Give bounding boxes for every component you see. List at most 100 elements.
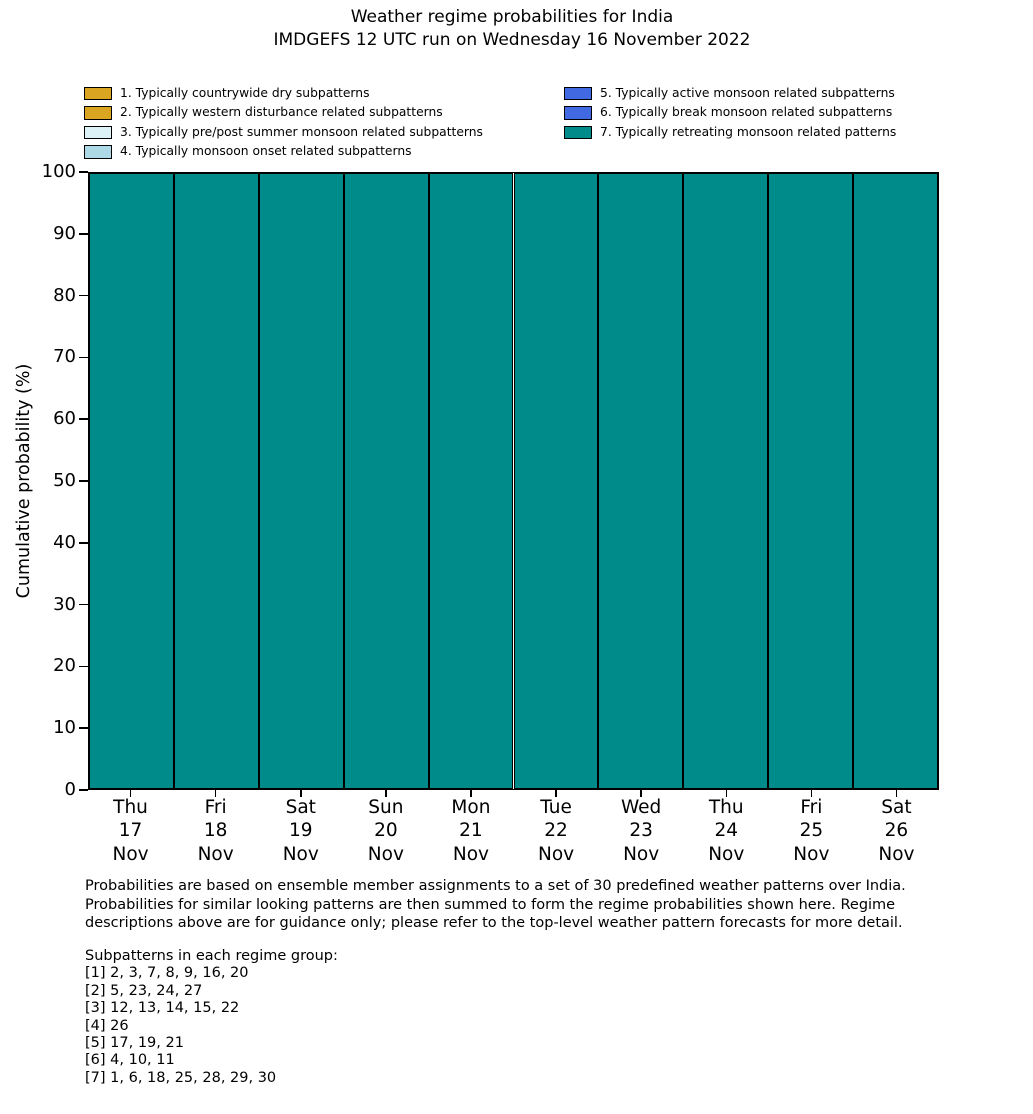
x-tick-mark xyxy=(895,790,898,797)
legend-column-left: 1. Typically countrywide dry subpatterns… xyxy=(84,86,483,165)
x-tick-mark xyxy=(129,790,132,797)
y-tick-label: 90 xyxy=(53,222,76,244)
legend-swatch-icon xyxy=(84,87,112,101)
x-tick-date: 20 xyxy=(374,820,398,842)
x-tick-day: Fri xyxy=(800,797,823,818)
x-tick-label: Fri 18 Nov xyxy=(171,796,261,866)
stacked-bar xyxy=(89,173,174,789)
y-tick-label: 70 xyxy=(53,346,76,368)
x-tick-month: Nov xyxy=(282,843,319,865)
x-tick-mark xyxy=(810,790,813,797)
x-tick-date: 21 xyxy=(459,820,483,842)
x-tick-day: Sat xyxy=(881,797,912,818)
legend-item: 1. Typically countrywide dry subpatterns xyxy=(84,86,483,101)
x-tick-date: 19 xyxy=(288,820,313,842)
legend-swatch-icon xyxy=(84,125,112,140)
y-tick-mark xyxy=(79,233,88,235)
y-tick-label: 50 xyxy=(53,470,76,491)
x-tick-day: Thu xyxy=(113,797,148,818)
subpatterns-title: Subpatterns in each regime group: xyxy=(85,948,338,964)
x-tick-month: Nov xyxy=(537,843,575,865)
x-tick-month: Nov xyxy=(367,843,404,865)
stacked-bar xyxy=(428,173,514,789)
x-tick-date: 25 xyxy=(799,820,824,842)
x-tick-date: 23 xyxy=(629,820,653,842)
x-tick-date: 26 xyxy=(884,820,909,842)
x-tick-label: Tue 22 Nov xyxy=(511,796,601,866)
legend-item: 6. Typically break monsoon related subpa… xyxy=(564,105,896,120)
subpatterns-list-line: [1] 2, 3, 7, 8, 9, 16, 20 xyxy=(85,965,249,982)
x-tick-mark xyxy=(470,790,472,797)
y-tick-mark xyxy=(79,294,88,297)
x-tick-month: Nov xyxy=(878,843,915,865)
legend-column-right: 5. Typically active monsoon related subp… xyxy=(564,86,897,145)
x-tick-month: Nov xyxy=(452,843,489,865)
y-tick-mark xyxy=(79,542,88,544)
x-tick-label: Mon 21 Nov xyxy=(426,796,516,866)
x-tick-mark xyxy=(385,790,387,797)
bar-segment xyxy=(599,174,683,788)
stacked-bar xyxy=(173,173,259,789)
y-tick-mark xyxy=(79,418,88,420)
stacked-bar xyxy=(853,173,938,789)
x-tick-month: Nov xyxy=(197,843,234,865)
footer-description-line: Probabilities for similar looking patter… xyxy=(85,896,896,913)
x-tick-mark xyxy=(214,790,217,797)
stacked-bar xyxy=(768,173,854,789)
x-tick-day: Sun xyxy=(368,797,404,818)
x-tick-date: 17 xyxy=(118,820,143,842)
y-tick-label: 60 xyxy=(53,408,76,430)
x-tick-day: Thu xyxy=(708,797,744,818)
legend-item-label: 3. Typically pre/post summer monsoon rel… xyxy=(120,124,483,139)
chart-title: Weather regime probabilities for India xyxy=(350,7,674,27)
stacked-bar xyxy=(683,173,769,789)
legend-item: 2. Typically western disturbance related… xyxy=(84,105,483,120)
chart-subtitle: IMDGEFS 12 UTC run on Wednesday 16 Novem… xyxy=(273,30,751,50)
x-tick-label: Thu 17 Nov xyxy=(86,796,176,866)
x-tick-label: Sat 19 Nov xyxy=(256,796,346,866)
legend-item-label: 6. Typically break monsoon related subpa… xyxy=(600,105,893,120)
legend-item-label: 5. Typically active monsoon related subp… xyxy=(600,86,895,100)
legend-swatch-icon xyxy=(564,87,592,101)
x-tick-date: 22 xyxy=(544,820,568,842)
legend-item: 5. Typically active monsoon related subp… xyxy=(564,86,896,101)
y-tick-mark xyxy=(79,171,88,173)
x-tick-month: Nov xyxy=(112,843,149,865)
bar-segment xyxy=(429,174,513,788)
legend-item: 4. Typically monsoon onset related subpa… xyxy=(84,144,483,159)
x-tick-label: Sat 26 Nov xyxy=(851,796,941,866)
footer-description-line: Probabilities are based on ensemble memb… xyxy=(85,878,906,894)
plot-area xyxy=(88,172,939,790)
x-tick-label: Sun 20 Nov xyxy=(341,796,431,866)
legend-swatch-icon xyxy=(564,125,592,140)
legend-item: 7. Typically retreating monsoon related … xyxy=(564,124,897,140)
bar-segment xyxy=(769,174,853,788)
legend-item-label: 4. Typically monsoon onset related subpa… xyxy=(120,144,412,159)
subpatterns-list-line: [6] 4, 10, 11 xyxy=(85,1052,175,1069)
footer-description: Probabilities are based on ensemble memb… xyxy=(85,877,985,933)
legend-item-label: 7. Typically retreating monsoon related … xyxy=(600,124,897,139)
legend-swatch-icon xyxy=(84,106,112,120)
bar-segment xyxy=(514,174,598,788)
x-tick-label: Wed 23 Nov xyxy=(596,796,686,866)
footer-description-line: descriptions above are for guidance only… xyxy=(85,915,903,932)
stacked-bar xyxy=(513,173,599,789)
x-tick-month: Nov xyxy=(793,843,830,865)
bar-segment xyxy=(174,174,258,788)
y-tick-label: 30 xyxy=(53,593,76,615)
subpatterns-list-line: [5] 17, 19, 21 xyxy=(85,1035,184,1052)
x-tick-mark xyxy=(640,790,642,797)
legend-swatch-icon xyxy=(84,145,112,159)
subpatterns-list-line: [2] 5, 23, 24, 27 xyxy=(85,982,203,999)
x-tick-mark xyxy=(725,790,727,797)
bar-segment xyxy=(684,174,768,788)
stacked-bar xyxy=(343,173,429,789)
subpatterns-list-line: [3] 12, 13, 14, 15, 22 xyxy=(85,1000,240,1017)
x-tick-mark xyxy=(300,790,302,797)
y-tick-mark xyxy=(79,727,88,729)
stacked-bar xyxy=(258,173,344,789)
y-tick-label: 10 xyxy=(53,717,76,739)
x-tick-month: Nov xyxy=(623,843,660,865)
x-tick-day: Wed xyxy=(620,797,662,818)
